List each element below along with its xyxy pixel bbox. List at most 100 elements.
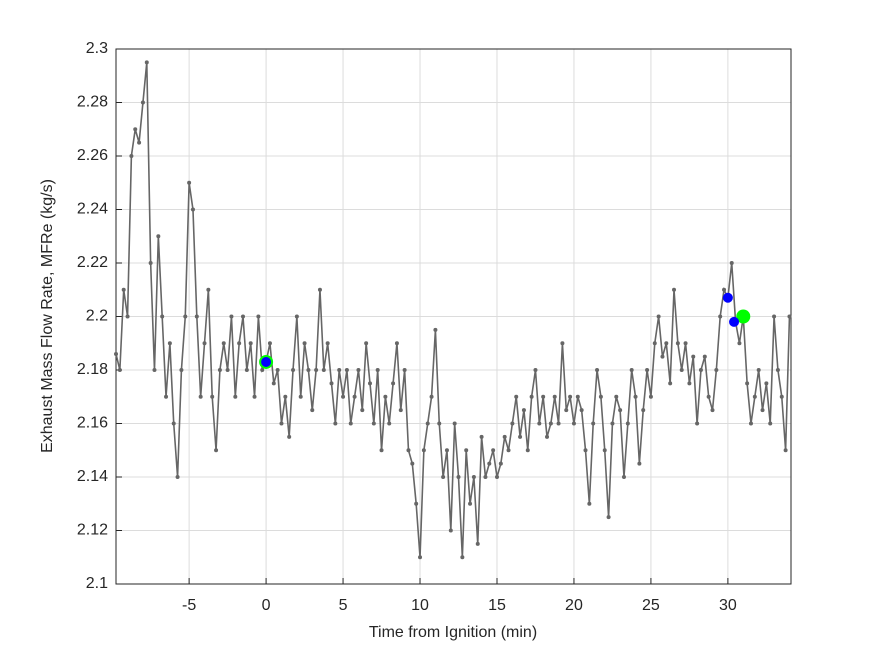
data-point: [706, 394, 711, 399]
data-point: [187, 180, 192, 185]
data-point: [756, 368, 761, 372]
data-point: [768, 421, 773, 426]
data-point: [283, 394, 288, 399]
data-point: [367, 381, 372, 386]
data-point: [237, 341, 242, 346]
data-point: [714, 368, 719, 372]
y-tick-label: 2.12: [77, 522, 108, 539]
data-point: [568, 394, 573, 399]
data-point: [314, 368, 319, 372]
highlight-marker: [736, 309, 751, 324]
data-point: [579, 408, 584, 413]
data-point: [252, 394, 257, 399]
data-point: [518, 434, 523, 439]
data-point: [641, 408, 646, 413]
y-tick-label: 2.18: [77, 361, 108, 378]
data-point: [498, 461, 503, 466]
data-point: [698, 368, 703, 372]
data-point: [291, 368, 296, 372]
data-point: [275, 368, 280, 372]
data-point: [444, 448, 449, 453]
data-point: [595, 368, 600, 372]
data-point: [625, 421, 630, 426]
data-point: [448, 528, 453, 533]
data-point: [356, 368, 361, 372]
data-point: [391, 381, 396, 386]
data-point: [337, 368, 342, 372]
data-point: [441, 475, 446, 479]
data-point: [683, 341, 688, 346]
data-point: [418, 555, 423, 560]
data-point: [729, 261, 734, 265]
y-tick-label: 2.2: [86, 308, 108, 325]
data-point: [229, 314, 234, 319]
data-point: [591, 421, 596, 426]
y-tick-label: 2.24: [77, 201, 108, 218]
data-point: [571, 421, 576, 426]
data-point: [402, 368, 407, 372]
data-point: [556, 421, 561, 426]
data-point: [348, 421, 353, 426]
data-point: [206, 287, 211, 292]
data-point: [552, 394, 557, 399]
data-point: [375, 368, 380, 372]
data-point: [279, 421, 284, 426]
data-point: [702, 354, 707, 359]
data-point: [695, 421, 700, 426]
data-point: [117, 368, 122, 372]
data-point: [621, 475, 626, 479]
data-point: [406, 448, 411, 453]
data-point: [668, 381, 673, 386]
data-point: [675, 341, 680, 346]
data-point: [633, 394, 638, 399]
data-point: [267, 341, 272, 346]
data-point: [410, 461, 415, 466]
data-point: [779, 394, 784, 399]
data-line: [115, 62, 791, 558]
data-point: [217, 368, 222, 372]
data-point: [483, 475, 488, 479]
highlight-marker: [729, 316, 740, 327]
data-point: [533, 368, 538, 372]
data-point: [294, 314, 299, 319]
data-point: [210, 394, 215, 399]
y-tick-label: 2.28: [77, 94, 108, 111]
x-tick-label: 30: [719, 597, 737, 614]
data-point: [240, 314, 245, 319]
data-point: [468, 501, 473, 506]
data-point: [114, 351, 118, 356]
data-point: [598, 394, 603, 399]
data-point: [421, 448, 426, 453]
data-point: [664, 341, 669, 346]
data-point: [160, 314, 165, 319]
data-point: [152, 368, 157, 372]
x-tick-label: 15: [488, 597, 506, 614]
data-point: [772, 314, 777, 319]
data-point: [748, 421, 753, 426]
data-point: [360, 408, 365, 413]
y-tick-label: 2.1: [86, 575, 108, 592]
data-point: [429, 394, 434, 399]
data-point: [344, 368, 349, 372]
data-point: [764, 381, 769, 386]
data-point: [225, 368, 230, 372]
data-point: [164, 394, 169, 399]
data-point: [329, 381, 334, 386]
data-point: [525, 448, 530, 453]
data-point: [198, 394, 203, 399]
data-point: [487, 461, 492, 466]
x-tick-label: 0: [262, 597, 271, 614]
data-point: [214, 448, 219, 453]
data-point: [710, 408, 715, 413]
data-point: [629, 368, 634, 372]
data-point: [760, 408, 765, 413]
highlight-marker: [261, 356, 272, 367]
data-point: [464, 448, 469, 453]
x-tick-label: 5: [339, 597, 348, 614]
data-point: [521, 408, 526, 413]
data-point: [310, 408, 315, 413]
data-point: [660, 354, 665, 359]
data-point: [371, 421, 376, 426]
data-point: [306, 368, 311, 372]
